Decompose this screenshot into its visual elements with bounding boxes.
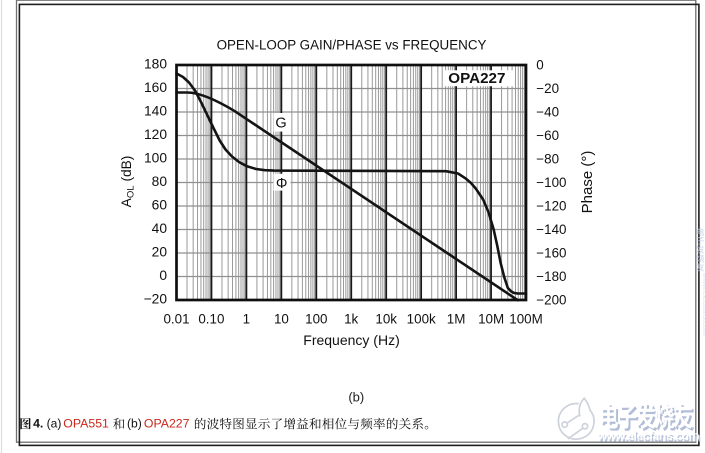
svg-text:40: 40 bbox=[152, 221, 168, 236]
svg-text:Φ: Φ bbox=[276, 176, 288, 192]
svg-text:10k: 10k bbox=[375, 311, 397, 326]
svg-text:−100: −100 bbox=[536, 175, 566, 190]
svg-text:0.10: 0.10 bbox=[198, 311, 224, 326]
svg-text:(b): (b) bbox=[127, 416, 142, 430]
svg-text:www.elecfans.com: www.elecfans.com bbox=[597, 429, 700, 443]
svg-text:160: 160 bbox=[144, 80, 167, 95]
svg-text:1k: 1k bbox=[344, 311, 358, 326]
svg-text:−60: −60 bbox=[536, 128, 559, 143]
svg-text:0: 0 bbox=[536, 57, 543, 72]
svg-text:100: 100 bbox=[305, 311, 327, 326]
svg-text:OPA227: OPA227 bbox=[448, 70, 505, 87]
svg-text:180: 180 bbox=[144, 57, 167, 72]
svg-text:−20: −20 bbox=[536, 81, 559, 96]
svg-text:0: 0 bbox=[159, 268, 167, 283]
svg-text:4.: 4. bbox=[33, 416, 43, 430]
svg-text:−120: −120 bbox=[536, 198, 566, 213]
svg-text:(b): (b) bbox=[348, 390, 364, 405]
svg-text:1M: 1M bbox=[447, 311, 466, 326]
svg-text:OPA551: OPA551 bbox=[63, 416, 109, 430]
svg-text:100k: 100k bbox=[407, 311, 436, 326]
svg-text:100: 100 bbox=[144, 151, 167, 166]
svg-text:−20: −20 bbox=[144, 292, 168, 307]
svg-text:(a): (a) bbox=[47, 416, 62, 430]
svg-text:OPA227: OPA227 bbox=[144, 416, 190, 430]
svg-text:−40: −40 bbox=[536, 104, 559, 119]
svg-text:120: 120 bbox=[144, 127, 167, 142]
svg-text:10: 10 bbox=[274, 311, 289, 326]
svg-text:−200: −200 bbox=[536, 292, 566, 307]
svg-text:100M: 100M bbox=[509, 311, 543, 326]
svg-text:20: 20 bbox=[152, 245, 168, 260]
svg-text:www.elecfans.com: www.elecfans.com bbox=[598, 430, 701, 444]
svg-text:−80: −80 bbox=[536, 151, 559, 166]
svg-text:www.elecfans.com: www.elecfans.com bbox=[701, 272, 705, 336]
svg-text:−160: −160 bbox=[536, 245, 566, 260]
svg-text:OPEN-LOOP GAIN/PHASE vs FREQUE: OPEN-LOOP GAIN/PHASE vs FREQUENCY bbox=[217, 38, 487, 53]
svg-text:0.01: 0.01 bbox=[163, 311, 189, 326]
svg-text:Phase (°): Phase (°) bbox=[579, 151, 596, 214]
svg-text:Frequency (Hz): Frequency (Hz) bbox=[303, 332, 399, 348]
svg-text:1: 1 bbox=[243, 311, 250, 326]
svg-text:G: G bbox=[275, 116, 286, 132]
svg-text:−140: −140 bbox=[536, 222, 566, 237]
svg-text:10M: 10M bbox=[478, 311, 504, 326]
svg-text:60: 60 bbox=[152, 198, 168, 213]
svg-text:80: 80 bbox=[152, 174, 168, 189]
svg-text:140: 140 bbox=[144, 104, 167, 119]
svg-text:−180: −180 bbox=[536, 269, 566, 284]
